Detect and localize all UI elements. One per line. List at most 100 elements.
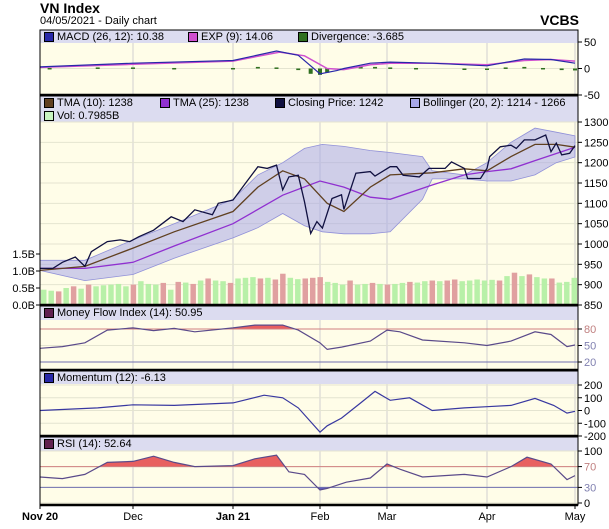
legend-label: Bollinger (20, 2): 1214 - 1266 bbox=[423, 97, 566, 109]
volume-bar bbox=[451, 279, 458, 305]
divergence-bar bbox=[95, 67, 100, 69]
volume-bar bbox=[377, 283, 383, 305]
legend-label: Momentum (12): -6.13 bbox=[57, 372, 166, 384]
volume-bar bbox=[175, 281, 181, 305]
volume-bar bbox=[70, 286, 77, 305]
y-tick-label: -200 bbox=[584, 431, 606, 443]
volume-bar bbox=[481, 280, 488, 305]
chart-subtitle: 04/05/2021 - Daily chart bbox=[40, 15, 157, 27]
y-tick-label: 200 bbox=[584, 380, 602, 392]
legend-item: Closing Price: 1242 bbox=[275, 97, 383, 109]
volume-bar bbox=[130, 284, 137, 305]
volume-bar bbox=[242, 277, 249, 305]
divergence-bar bbox=[358, 66, 363, 69]
volume-bar bbox=[220, 281, 226, 305]
volume-bar bbox=[511, 272, 518, 305]
divergence-bar bbox=[274, 67, 279, 69]
divergence-bar bbox=[573, 68, 577, 71]
x-tick-label: May bbox=[565, 511, 586, 523]
volume-bar bbox=[332, 282, 338, 305]
legend-item: MACD (26, 12): 10.38 bbox=[44, 31, 164, 43]
volume-bar bbox=[519, 276, 525, 305]
volume-tick-label: 0.0B bbox=[12, 300, 35, 312]
volume-bar bbox=[265, 277, 271, 305]
legend-label: MACD (26, 12): 10.38 bbox=[57, 31, 164, 43]
legend-label: Money Flow Index (14): 50.95 bbox=[57, 307, 203, 319]
legend-swatch-icon bbox=[160, 98, 170, 108]
volume-bar bbox=[504, 276, 510, 305]
volume-bar bbox=[78, 288, 84, 305]
volume-bar bbox=[429, 280, 436, 305]
legend-item: Bollinger (20, 2): 1214 - 1266 bbox=[410, 97, 565, 109]
y-tick-label: 1250 bbox=[584, 137, 608, 149]
y-tick-label: 0 bbox=[584, 498, 590, 510]
volume-bar bbox=[496, 280, 503, 305]
legend-item: Vol: 0.7985B bbox=[44, 110, 119, 122]
x-tick-label: Feb bbox=[311, 511, 330, 523]
divergence-bar bbox=[388, 67, 393, 69]
volume-bar bbox=[190, 283, 196, 305]
y-tick-label: 900 bbox=[584, 280, 602, 292]
legend-label: TMA (25): 1238 bbox=[173, 97, 249, 109]
legend-swatch-icon bbox=[44, 32, 54, 42]
mfi-line bbox=[39, 324, 576, 351]
divergence-bar bbox=[47, 67, 52, 70]
volume-bar bbox=[474, 279, 480, 305]
volume-bar bbox=[115, 283, 122, 305]
y-tick-label: 1100 bbox=[584, 198, 608, 210]
y-tick-label: 0 bbox=[584, 406, 590, 418]
legend-label: EXP (9): 14.06 bbox=[201, 31, 273, 43]
divergence-bar bbox=[231, 67, 235, 70]
momentum-line bbox=[39, 390, 576, 434]
divergence-bar bbox=[485, 68, 489, 70]
legend-item: RSI (14): 52.64 bbox=[44, 438, 132, 450]
legend-swatch-icon bbox=[410, 98, 420, 108]
divergence-bar bbox=[325, 68, 330, 73]
volume-bar bbox=[324, 281, 331, 305]
volume-bar bbox=[197, 280, 204, 305]
volume-bar bbox=[205, 278, 211, 305]
volume-bar bbox=[41, 289, 47, 305]
x-tick-label: Nov 20 bbox=[22, 511, 58, 523]
closing-price-line bbox=[40, 134, 576, 270]
volume-bar bbox=[392, 283, 398, 305]
y-tick-label: -50 bbox=[584, 90, 600, 102]
divergence-bar bbox=[462, 68, 467, 70]
volume-bar bbox=[138, 281, 144, 305]
y-tick-label: 950 bbox=[584, 259, 602, 271]
divergence-bar bbox=[559, 68, 564, 71]
legend-item: TMA (10): 1238 bbox=[44, 97, 133, 109]
x-tick-label: Jan 21 bbox=[216, 511, 250, 523]
legend-item: Money Flow Index (14): 50.95 bbox=[44, 307, 203, 319]
divergence-bar bbox=[255, 66, 260, 69]
volume-bar bbox=[466, 280, 473, 305]
price-legend-band bbox=[40, 96, 578, 122]
y-tick-label: 100 bbox=[584, 446, 602, 458]
legend-swatch-icon bbox=[44, 308, 54, 318]
divergence-bar bbox=[373, 66, 378, 69]
volume-bar bbox=[354, 284, 361, 305]
momentum-legend-band bbox=[40, 371, 578, 384]
bollinger-band bbox=[39, 127, 576, 282]
legend-label: RSI (14): 52.64 bbox=[57, 438, 132, 450]
volume-bar bbox=[295, 279, 301, 305]
y-tick-label: 50 bbox=[584, 341, 596, 353]
volume-tick-label: 1.5B bbox=[12, 249, 35, 261]
volume-tick-label: 0.5B bbox=[12, 283, 35, 295]
volume-bar bbox=[564, 281, 570, 305]
volume-bar bbox=[123, 286, 129, 305]
volume-bar bbox=[437, 281, 443, 305]
volume-bar bbox=[347, 280, 353, 305]
volume-bar bbox=[399, 282, 406, 305]
rsi-line bbox=[39, 454, 576, 491]
legend-item: EXP (9): 14.06 bbox=[188, 31, 273, 43]
volume-bar bbox=[407, 281, 413, 305]
volume-bar bbox=[100, 285, 107, 305]
legend-label: Closing Price: 1242 bbox=[288, 97, 384, 109]
exp-line bbox=[39, 51, 576, 71]
volume-bar bbox=[556, 282, 563, 305]
volume-bar bbox=[414, 282, 421, 305]
volume-bar bbox=[369, 282, 376, 305]
